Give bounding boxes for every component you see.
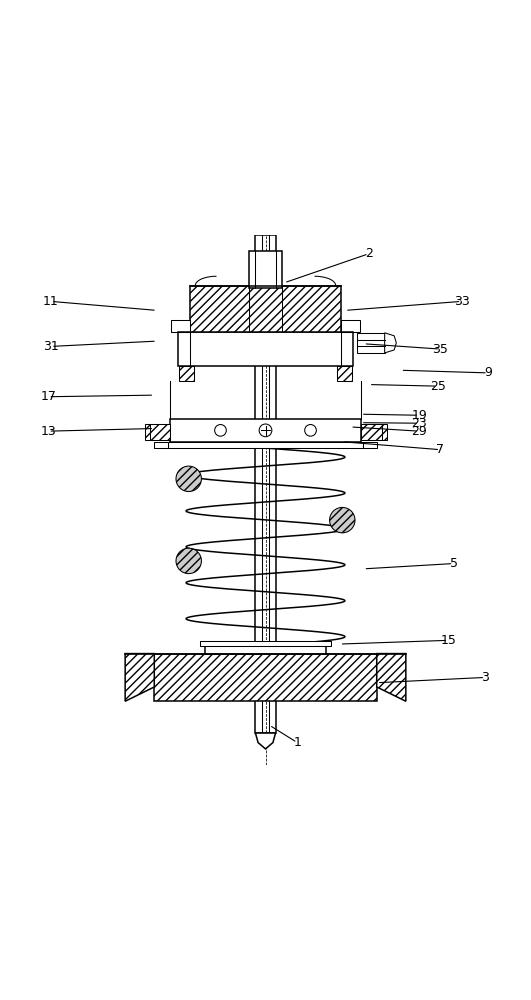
Text: 13: 13 [40,425,56,438]
Text: 33: 33 [453,295,469,308]
Bar [364,442,376,448]
Bar [179,366,194,381]
Circle shape [330,507,355,533]
Circle shape [215,425,226,436]
Bar [382,424,387,440]
Bar [200,641,331,646]
Text: 2: 2 [365,247,373,260]
Text: 25: 25 [430,380,446,393]
Text: 3: 3 [481,671,489,684]
Bar [204,643,327,654]
Text: 5: 5 [450,557,458,570]
Circle shape [259,424,272,437]
Text: 31: 31 [43,340,59,353]
Bar [155,442,167,448]
Text: 1: 1 [293,736,301,749]
Bar [255,235,276,733]
Text: 7: 7 [436,443,444,456]
Polygon shape [125,654,155,701]
Text: 29: 29 [411,425,427,438]
Text: 11: 11 [43,295,59,308]
Bar [155,654,376,701]
Bar [172,320,190,332]
Bar [178,332,353,366]
Bar [190,286,341,332]
Text: 19: 19 [411,409,427,422]
Bar [149,424,170,440]
Text: 15: 15 [440,634,456,647]
Polygon shape [255,733,276,749]
Bar [167,442,364,448]
Bar [170,419,361,442]
Circle shape [305,425,316,436]
Polygon shape [384,333,396,353]
Bar [145,424,150,440]
Bar [249,251,282,288]
Text: 23: 23 [411,417,427,430]
Bar [357,333,384,353]
Polygon shape [376,654,406,701]
Text: 9: 9 [484,366,492,379]
Text: 17: 17 [40,390,56,403]
Circle shape [176,548,201,574]
Bar [337,366,352,381]
Bar [361,424,382,440]
Bar [341,320,359,332]
Text: 35: 35 [432,343,448,356]
Circle shape [176,466,201,492]
